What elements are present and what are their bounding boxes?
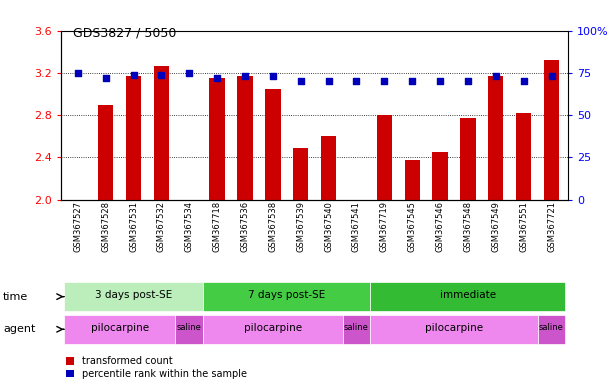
Bar: [376, 115, 392, 200]
Bar: [210, 78, 225, 200]
Bar: [203, 314, 343, 344]
Bar: [544, 60, 559, 200]
Point: [547, 73, 557, 79]
Point: [519, 78, 529, 84]
Point: [156, 71, 166, 78]
Text: saline: saline: [344, 323, 369, 332]
Point: [240, 73, 250, 79]
Point: [463, 78, 473, 84]
Bar: [404, 160, 420, 200]
Point: [268, 73, 278, 79]
Point: [101, 75, 111, 81]
Bar: [265, 89, 280, 200]
Bar: [488, 76, 503, 200]
Bar: [538, 314, 565, 344]
Bar: [154, 66, 169, 200]
Point: [212, 75, 222, 81]
Text: 7 days post-SE: 7 days post-SE: [248, 290, 326, 300]
Bar: [293, 148, 309, 200]
Text: 3 days post-SE: 3 days post-SE: [95, 290, 172, 300]
Text: saline: saline: [539, 323, 564, 332]
Bar: [433, 152, 448, 200]
Bar: [203, 282, 370, 311]
Bar: [237, 76, 253, 200]
Text: agent: agent: [3, 324, 35, 334]
Point: [296, 78, 306, 84]
Point: [73, 70, 82, 76]
Point: [185, 70, 194, 76]
Bar: [370, 314, 538, 344]
Bar: [98, 104, 114, 200]
Point: [129, 71, 139, 78]
Text: pilocarpine: pilocarpine: [244, 323, 302, 333]
Text: pilocarpine: pilocarpine: [90, 323, 148, 333]
Point: [379, 78, 389, 84]
Text: pilocarpine: pilocarpine: [425, 323, 483, 333]
Text: GDS3827 / 5050: GDS3827 / 5050: [73, 27, 177, 40]
Bar: [460, 118, 475, 200]
Bar: [64, 282, 203, 311]
Point: [351, 78, 361, 84]
Bar: [370, 282, 565, 311]
Text: saline: saline: [177, 323, 202, 332]
Bar: [516, 113, 532, 200]
Point: [435, 78, 445, 84]
Point: [408, 78, 417, 84]
Bar: [126, 76, 141, 200]
Bar: [64, 314, 175, 344]
Bar: [321, 136, 336, 200]
Point: [324, 78, 334, 84]
Bar: [343, 314, 370, 344]
Text: immediate: immediate: [440, 290, 496, 300]
Legend: transformed count, percentile rank within the sample: transformed count, percentile rank withi…: [66, 356, 246, 379]
Text: time: time: [3, 291, 28, 302]
Point: [491, 73, 500, 79]
Bar: [175, 314, 203, 344]
